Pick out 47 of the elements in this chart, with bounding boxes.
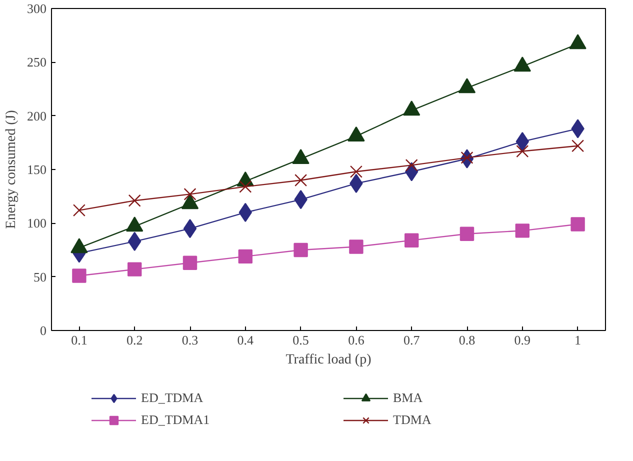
x-tick-label: 0.4	[237, 332, 254, 348]
point	[294, 242, 308, 258]
point	[403, 100, 420, 116]
point	[72, 204, 86, 217]
point	[572, 140, 584, 152]
x-tick-label: 0.1	[71, 332, 88, 348]
y-tick-label: 300	[27, 1, 46, 16]
point	[72, 268, 86, 283]
y-tick-label: 150	[27, 162, 46, 177]
point	[238, 249, 252, 264]
point	[460, 151, 474, 164]
point	[460, 226, 474, 241]
x-axis-title: Traffic load (p)	[286, 352, 372, 368]
point	[404, 233, 419, 248]
x-tick-label: 0.6	[348, 332, 365, 348]
point	[184, 188, 196, 200]
y-tick-label: 250	[27, 54, 46, 70]
point	[458, 78, 476, 94]
x-tick-label: 0.2	[126, 332, 143, 348]
point	[514, 56, 531, 72]
x-tick-label: 0.8	[458, 332, 476, 348]
point	[350, 165, 362, 178]
y-tick-label: 50	[34, 269, 46, 284]
point	[239, 180, 252, 193]
point	[516, 144, 529, 158]
x-tick-label: 1	[574, 332, 582, 348]
point	[128, 262, 142, 276]
y-tick-label: 200	[27, 108, 46, 124]
y-tick-label: 100	[27, 216, 46, 231]
legend-label: ED_TDMA	[141, 390, 204, 406]
point	[183, 218, 197, 238]
x-tick-label: 0.5	[292, 332, 309, 348]
legend-label: TDMA	[393, 412, 432, 428]
point	[128, 194, 141, 207]
x-tick-label: 0.3	[182, 332, 198, 348]
y-tick-label: 0	[40, 323, 46, 338]
point	[294, 174, 308, 186]
point	[569, 34, 586, 50]
point	[570, 217, 585, 232]
point	[182, 256, 198, 270]
legend-label: ED_TDMA1	[141, 412, 211, 428]
x-tick-label: 0.7	[403, 332, 420, 348]
point	[515, 224, 530, 238]
point	[349, 240, 364, 254]
legend-label: BMA	[393, 390, 424, 406]
x-tick-label: 0.9	[514, 332, 531, 348]
y-axis-title: Energy consumed (J)	[4, 110, 19, 229]
